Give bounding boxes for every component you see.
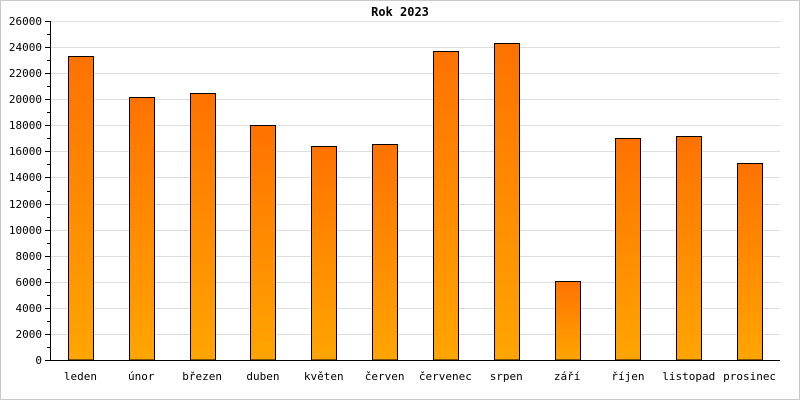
y-tick-labels: 0 2000 4000 6000 8000 10000 12000 14000 16000 180…	[9, 15, 42, 367]
y-tick-label: 2000	[16, 328, 43, 341]
y-tick-label: 24000	[9, 41, 42, 54]
y-tick-label: 16000	[9, 145, 42, 158]
x-tick-label: leden	[64, 370, 97, 383]
x-tick-label: září	[554, 370, 581, 383]
bar-prosinec	[737, 163, 763, 361]
x-tick-label: říjen	[611, 370, 644, 383]
y-tick-label: 4000	[16, 302, 43, 315]
bars	[68, 43, 763, 361]
bar-leden	[68, 56, 94, 361]
y-tick-label: 10000	[9, 224, 42, 237]
y-tick-label: 22000	[9, 67, 42, 80]
x-tick-label: červenec	[419, 370, 472, 383]
x-tick-label: květen	[304, 370, 344, 383]
y-tick-label: 6000	[16, 276, 43, 289]
bar-květen	[311, 146, 337, 361]
bar-červen	[372, 144, 398, 361]
x-tick-label: listopad	[662, 370, 715, 383]
x-tick-label: únor	[128, 370, 155, 383]
x-tick-label: březen	[182, 370, 222, 383]
y-tick-label: 0	[35, 354, 42, 367]
bar-březen	[190, 93, 216, 361]
x-tick-label: srpen	[490, 370, 523, 383]
x-tick-label: červen	[365, 370, 405, 383]
chart-title: Rok 2023	[371, 5, 429, 19]
bar-září	[555, 281, 581, 361]
bar-únor	[129, 97, 155, 361]
bar-listopad	[676, 136, 702, 361]
y-tick-label: 20000	[9, 93, 42, 106]
y-tick-label: 12000	[9, 198, 42, 211]
bar-říjen	[615, 138, 641, 361]
y-tick-label: 18000	[9, 119, 42, 132]
x-tick-label: duben	[246, 370, 279, 383]
y-tick-label: 14000	[9, 171, 42, 184]
grid-lines	[50, 21, 780, 335]
bar-červenec	[433, 51, 459, 361]
bar-srpen	[494, 43, 520, 361]
x-tick-label: prosinec	[723, 370, 776, 383]
axes	[45, 21, 780, 361]
y-tick-label: 8000	[16, 250, 43, 263]
y-tick-label: 26000	[9, 15, 42, 28]
bar-duben	[250, 125, 276, 361]
x-tick-labels: leden únor březen duben květen červen červenec…	[64, 370, 776, 383]
